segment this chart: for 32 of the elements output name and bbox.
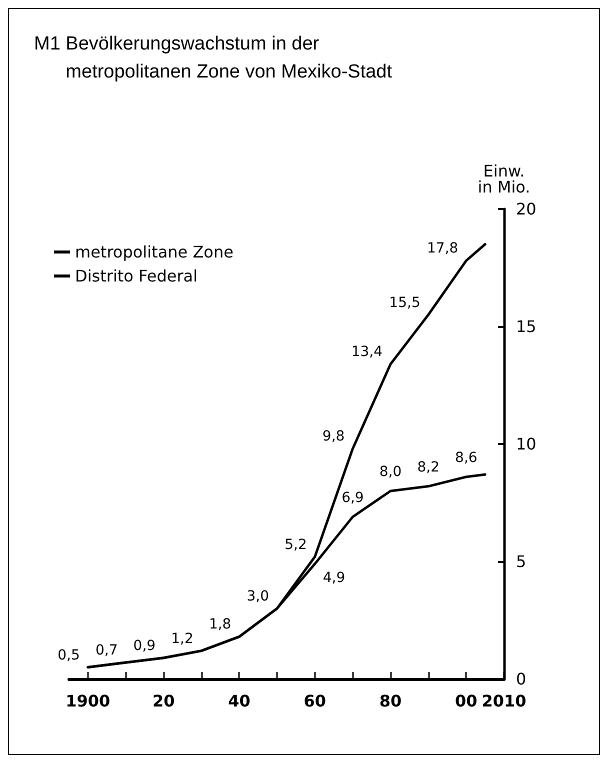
y-tick-label: 10	[516, 434, 536, 454]
y-tick-label: 0	[516, 670, 526, 688]
x-tick-label: 80	[379, 692, 402, 710]
y-axis-title: Einw. in Mio.	[478, 162, 530, 196]
data-label: 13,4	[351, 344, 383, 360]
x-tick-label: 40	[228, 692, 250, 710]
legend-label: metropolitane Zone	[75, 242, 234, 262]
data-label: 9,8	[322, 428, 345, 445]
legend-label: Distrito Federal	[75, 266, 198, 286]
y-tick-label: 15	[516, 317, 536, 336]
data-label: 4,9	[322, 570, 346, 586]
chart-title: M1 Bevölkerungswachstum in der metropolitanen Zone von Mexiko-Stadt	[34, 34, 393, 82]
data-label: 0,5	[58, 647, 80, 664]
y-tick-label: 20	[516, 200, 536, 218]
x-tick-label: 1900	[66, 692, 110, 710]
data-label: 15,5	[389, 294, 420, 311]
data-label: 8,2	[417, 459, 440, 476]
x-tick-label: 2010	[482, 692, 526, 710]
data-label: 3,0	[246, 588, 270, 604]
x-tick-label: 20	[152, 692, 175, 710]
y-tick-label: 5	[516, 552, 526, 571]
data-label: 0,9	[133, 638, 156, 654]
data-label: 8,6	[455, 450, 478, 466]
data-label: 5,2	[284, 536, 307, 553]
x-tick-label: 60	[304, 692, 326, 710]
data-label: 17,8	[427, 240, 458, 257]
data-label: 1,8	[208, 616, 232, 633]
data-label: 8,0	[379, 464, 402, 480]
data-label: 6,9	[342, 490, 364, 506]
x-tick-label: 00	[455, 692, 478, 710]
data-label: 0,7	[95, 642, 118, 659]
data-label: 1,2	[171, 630, 194, 647]
